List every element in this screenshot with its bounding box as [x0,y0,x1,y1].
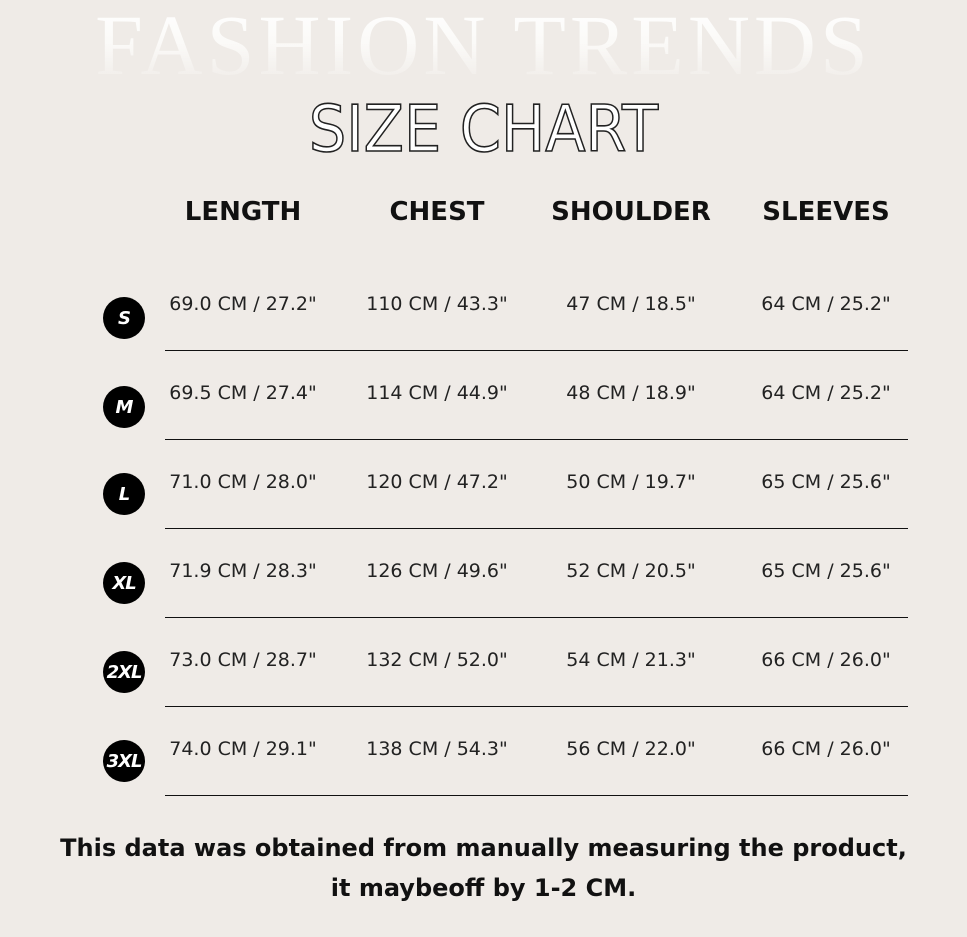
cell-sleeves: 65 CM / 25.6" [761,560,891,582]
cell-sleeves: 65 CM / 25.6" [761,471,891,493]
row-divider [165,706,908,707]
row-divider [165,350,908,351]
cell-length: 69.0 CM / 27.2" [169,293,317,315]
size-row-3xl: 3XL 74.0 CM / 29.1" 138 CM / 54.3" 56 CM / … [0,738,967,827]
cell-shoulder: 47 CM / 18.5" [566,293,696,315]
cell-chest: 120 CM / 47.2" [366,471,508,493]
size-row-xl: XL 71.9 CM / 28.3" 126 CM / 49.6" 52 CM / 2… [0,560,967,649]
size-row-s: S 69.0 CM / 27.2" 110 CM / 43.3" 47 CM / 18… [0,293,967,382]
row-divider [165,617,908,618]
column-header-length: LENGTH [184,197,302,227]
cell-sleeves: 66 CM / 26.0" [761,649,891,671]
cell-sleeves: 64 CM / 25.2" [761,382,891,404]
cell-length: 74.0 CM / 29.1" [169,738,317,760]
cell-sleeves: 64 CM / 25.2" [761,293,891,315]
cell-length: 69.5 CM / 27.4" [169,382,317,404]
measurement-note: This data was obtained from manually mea… [60,834,907,902]
size-row-m: M 69.5 CM / 27.4" 114 CM / 44.9" 48 CM / 18… [0,382,967,471]
cell-length: 73.0 CM / 28.7" [169,649,317,671]
row-divider [165,439,908,440]
size-badge: 2XL [103,651,145,693]
cell-length: 71.9 CM / 28.3" [169,560,317,582]
row-divider [165,528,908,529]
size-row-2xl: 2XL 73.0 CM / 28.7" 132 CM / 52.0" 54 CM / … [0,649,967,738]
size-badge: L [103,473,145,515]
column-header-chest: CHEST [389,197,485,227]
cell-chest: 110 CM / 43.3" [366,293,508,315]
column-header-shoulder: SHOULDER [551,197,711,227]
background-title: FASHION TRENDS [0,2,967,88]
cell-chest: 132 CM / 52.0" [366,649,508,671]
size-badge: XL [103,562,145,604]
cell-shoulder: 50 CM / 19.7" [566,471,696,493]
cell-chest: 126 CM / 49.6" [366,560,508,582]
cell-chest: 138 CM / 54.3" [366,738,508,760]
size-badge: S [103,297,145,339]
cell-shoulder: 54 CM / 21.3" [566,649,696,671]
column-header-sleeves: SLEEVES [762,197,890,227]
page-title: SIZE CHART [308,92,659,168]
size-row-l: L 71.0 CM / 28.0" 120 CM / 47.2" 50 CM / 19… [0,471,967,560]
cell-shoulder: 56 CM / 22.0" [566,738,696,760]
cell-sleeves: 66 CM / 26.0" [761,738,891,760]
cell-chest: 114 CM / 44.9" [366,382,508,404]
cell-length: 71.0 CM / 28.0" [169,471,317,493]
cell-shoulder: 48 CM / 18.9" [566,382,696,404]
size-badge: M [103,386,145,428]
size-badge: 3XL [103,740,145,782]
cell-shoulder: 52 CM / 20.5" [566,560,696,582]
row-divider [165,795,908,796]
